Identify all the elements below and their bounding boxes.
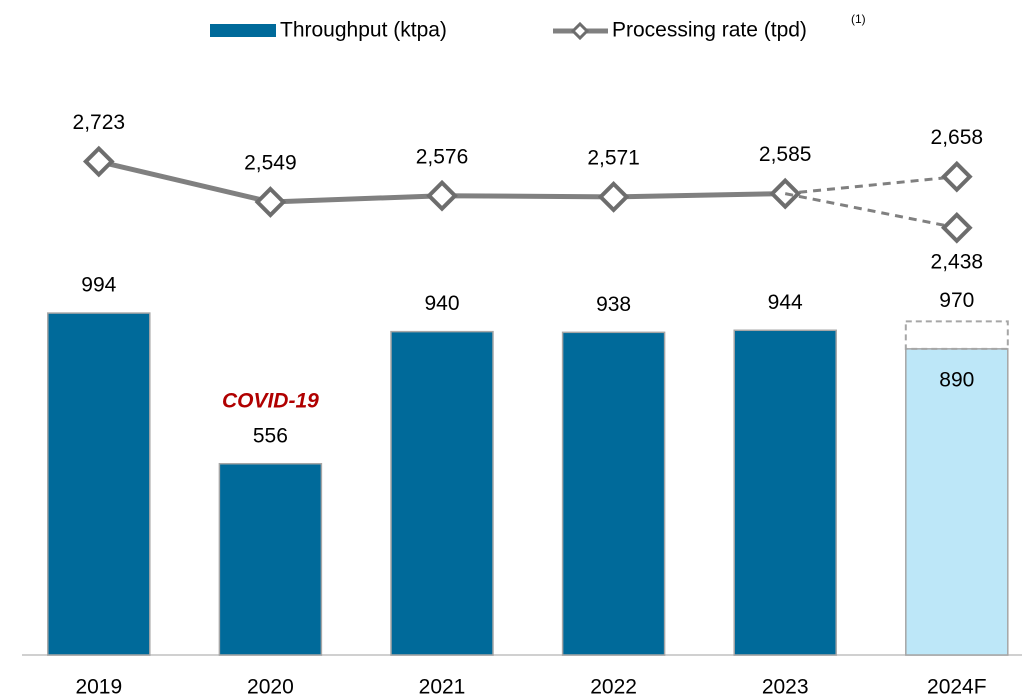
bar [905, 348, 1009, 656]
bar [561, 331, 666, 656]
bar-value-label: 556 [253, 424, 288, 447]
bar [390, 330, 494, 656]
bar-value-label: 944 [768, 291, 803, 314]
x-tick-label: 2019 [75, 676, 122, 699]
line-marker [82, 145, 115, 178]
bar-range [904, 320, 1009, 350]
bar-value-label: 994 [81, 274, 116, 297]
bar-value-label: 970 [939, 289, 974, 312]
annotation: COVID-19 [222, 389, 319, 412]
bar-value-label: 890 [939, 368, 974, 391]
bar-value-label: 940 [424, 292, 459, 315]
line-forecast [785, 175, 957, 196]
x-tick-label: 2024F [927, 676, 987, 699]
line-value-label: 2,658 [931, 126, 984, 149]
line-value-label: 2,585 [759, 143, 812, 166]
x-tick-label: 2020 [247, 676, 294, 699]
bar [218, 462, 323, 656]
line-value-label: 2,438 [931, 250, 984, 273]
line-forecast [784, 192, 958, 230]
legend-marker [570, 21, 590, 41]
legend-swatch-bar [210, 24, 276, 37]
legend-note: (1) [851, 12, 866, 26]
line-marker [254, 186, 287, 218]
line-marker [940, 211, 973, 244]
x-tick-label: 2023 [762, 676, 809, 699]
line-value-label: 2,571 [587, 146, 640, 169]
line-value-label: 2,723 [73, 111, 126, 134]
x-tick-label: 2021 [419, 676, 466, 699]
line-value-label: 2,576 [416, 145, 469, 168]
legend-label: Throughput (ktpa) [280, 19, 447, 42]
line-marker [597, 181, 630, 213]
line-marker [940, 160, 973, 193]
legend-label: Processing rate (tpd) [612, 19, 807, 42]
x-tick-label: 2022 [590, 676, 637, 699]
bar-value-label: 938 [596, 293, 631, 316]
line-marker [426, 179, 458, 212]
bar [733, 329, 837, 656]
bar [47, 312, 151, 656]
line-value-label: 2,549 [244, 152, 297, 175]
